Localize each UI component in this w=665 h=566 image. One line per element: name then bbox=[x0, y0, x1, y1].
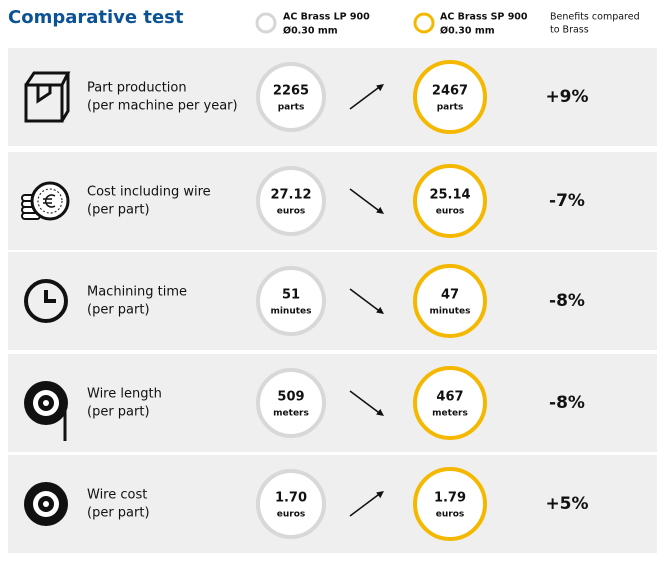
sp-value: 47 bbox=[441, 288, 459, 303]
lp-circle bbox=[256, 469, 326, 539]
row-label: Machining time bbox=[87, 285, 187, 300]
trend-arrow bbox=[349, 84, 383, 110]
spool bbox=[43, 501, 49, 507]
title: Comparative test bbox=[8, 7, 184, 28]
legend-lp-spec: Ø0.30 mm bbox=[283, 26, 338, 37]
sp-unit: minutes bbox=[429, 307, 470, 317]
trend-arrowhead bbox=[376, 206, 384, 214]
trend-arrowhead bbox=[376, 84, 384, 92]
legend-sp-name: AC Brass SP 900 bbox=[440, 12, 528, 23]
clock bbox=[24, 279, 68, 323]
sp-value: 1.79 bbox=[434, 491, 466, 506]
row-icon bbox=[21, 181, 70, 221]
row-label: Wire length bbox=[87, 387, 162, 402]
sp-value: 467 bbox=[436, 390, 463, 405]
benefit: +5% bbox=[545, 494, 588, 514]
sp-circle bbox=[413, 60, 487, 134]
benefit: -7% bbox=[549, 191, 585, 211]
legend-sp-circle bbox=[413, 12, 435, 34]
coin bbox=[30, 181, 70, 221]
trend-arrow bbox=[349, 491, 383, 517]
row-icon bbox=[24, 279, 68, 323]
row-background bbox=[8, 152, 657, 250]
lp-unit: euros bbox=[277, 510, 306, 520]
trend-arrow bbox=[349, 390, 383, 416]
row-sublabel: (per machine per year) bbox=[87, 99, 238, 114]
sp-unit: euros bbox=[436, 510, 465, 520]
sp-circle bbox=[413, 366, 487, 440]
lp-circle bbox=[256, 266, 326, 336]
row-icon bbox=[24, 71, 71, 123]
row-sublabel: (per part) bbox=[87, 405, 150, 420]
lp-value: 2265 bbox=[273, 84, 309, 99]
row-background bbox=[8, 354, 657, 452]
lp-circle bbox=[256, 62, 326, 132]
row-sublabel: (per part) bbox=[87, 506, 150, 521]
sp-value: 25.14 bbox=[429, 188, 470, 203]
sp-unit: euros bbox=[436, 207, 465, 217]
lp-circle bbox=[256, 368, 326, 438]
row-icon bbox=[24, 482, 68, 526]
trend-arrowhead bbox=[376, 491, 384, 499]
lp-circle bbox=[256, 166, 326, 236]
sp-circle bbox=[413, 467, 487, 541]
clock-hands bbox=[44, 290, 56, 303]
sp-circle bbox=[413, 264, 487, 338]
lp-unit: meters bbox=[273, 409, 309, 419]
row-sublabel: (per part) bbox=[87, 303, 150, 318]
row-background bbox=[8, 455, 657, 553]
lp-unit: euros bbox=[277, 207, 306, 217]
row-label: Wire cost bbox=[87, 488, 147, 503]
row-label: Cost including wire bbox=[87, 185, 211, 200]
row-background bbox=[8, 48, 657, 146]
spool bbox=[43, 400, 49, 406]
sp-unit: parts bbox=[437, 103, 464, 113]
row-label: Part production bbox=[87, 81, 187, 96]
lp-value: 1.70 bbox=[275, 491, 307, 506]
legend-lp-name: AC Brass LP 900 bbox=[283, 12, 370, 23]
sp-unit: meters bbox=[432, 409, 468, 419]
row-sublabel: (per part) bbox=[87, 203, 150, 218]
lp-unit: minutes bbox=[270, 307, 311, 317]
benefit: -8% bbox=[549, 393, 585, 413]
lp-value: 51 bbox=[282, 288, 300, 303]
trend-arrowhead bbox=[376, 306, 384, 314]
legend-lp-circle bbox=[255, 12, 277, 34]
euro bbox=[43, 194, 56, 208]
benefit-header: Benefits compared bbox=[550, 12, 640, 23]
benefit: -8% bbox=[549, 291, 585, 311]
legend-sp-spec: Ø0.30 mm bbox=[440, 26, 495, 37]
sp-circle bbox=[413, 164, 487, 238]
row-background bbox=[8, 252, 657, 350]
benefit: +9% bbox=[545, 87, 588, 107]
lp-unit: parts bbox=[278, 103, 305, 113]
coin bbox=[37, 188, 63, 214]
benefit-header: to Brass bbox=[550, 25, 589, 36]
lp-value: 27.12 bbox=[270, 188, 311, 203]
trend-arrow bbox=[349, 288, 383, 314]
row-icon bbox=[24, 381, 68, 441]
sp-value: 2467 bbox=[432, 84, 468, 99]
box-icon bbox=[24, 71, 71, 123]
lp-value: 509 bbox=[277, 390, 304, 405]
trend-arrow bbox=[349, 188, 383, 214]
trend-arrowhead bbox=[376, 408, 384, 416]
